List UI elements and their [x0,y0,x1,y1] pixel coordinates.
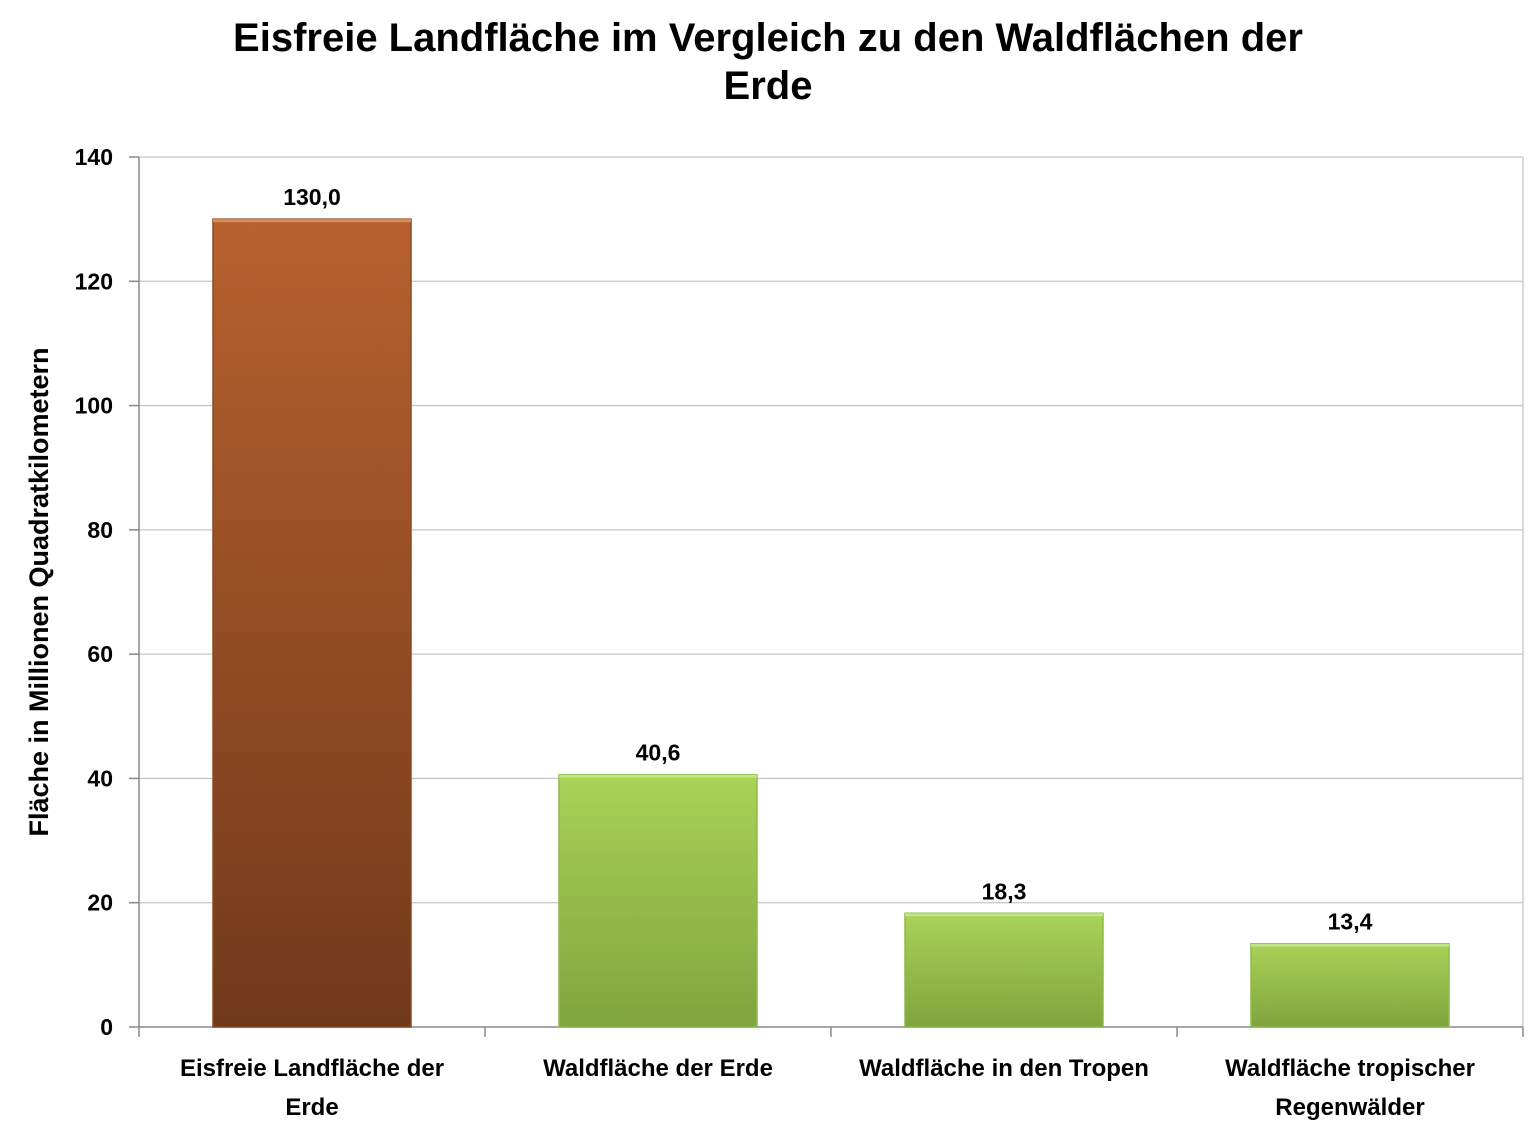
chart-title-line-2: Erde [723,64,813,108]
y-tick-label: 40 [87,765,113,791]
bar [212,218,412,1028]
data-label: 18,3 [982,878,1027,904]
data-label: 13,4 [1328,909,1373,935]
x-category-label: Waldfläche der Erde [543,1055,773,1082]
y-tick-label: 0 [100,1014,113,1040]
bar [1250,942,1450,1028]
bar-top-highlight [559,774,757,778]
x-category-label: Waldfläche in den Tropen [859,1055,1149,1082]
y-tick-label: 80 [87,517,113,543]
x-category-label: Waldfläche tropischer [1225,1055,1475,1082]
y-tick-label: 140 [75,144,113,170]
y-tick-label: 100 [75,393,113,419]
bar-top-highlight [1251,943,1449,947]
data-label: 130,0 [283,184,341,210]
y-axis-title: Fläche in Millionen Quadratkilometern [24,347,54,836]
chart-title: Eisfreie Landfläche im Vergleich zu den … [0,14,1536,110]
bar-top-highlight [905,913,1103,917]
bar [558,773,758,1028]
bar-top-highlight [213,219,411,223]
bar [904,912,1104,1028]
labels: 0 20 40 60 80 100 120 140 130,0 Eisfreie Landfläc… [75,144,1475,1121]
bars [212,218,1450,1028]
x-category-label: Erde [285,1094,338,1121]
y-tick-label: 120 [75,268,113,294]
data-label: 40,6 [636,740,681,766]
chart-title-line-1: Eisfreie Landfläche im Vergleich zu den … [233,16,1303,60]
y-tick-label: 60 [87,641,113,667]
x-category-label: Eisfreie Landfläche der [180,1055,444,1082]
x-category-label: Regenwälder [1275,1094,1424,1121]
y-tick-label: 20 [87,890,113,916]
